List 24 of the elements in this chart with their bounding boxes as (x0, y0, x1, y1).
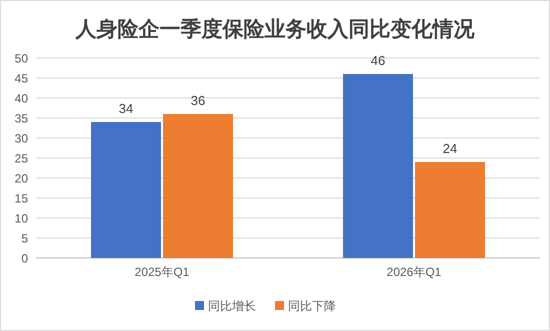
y-tick-label: 30 (14, 132, 28, 146)
y-tick-label: 45 (14, 72, 28, 86)
bar (163, 114, 233, 258)
data-label: 46 (370, 53, 386, 68)
chart-title: 人身险企一季度保险业务收入同比变化情况 (74, 17, 476, 41)
bar (343, 74, 413, 258)
legend-label: 同比增长 (208, 299, 256, 313)
bar (91, 122, 161, 258)
y-tick-label: 0 (21, 252, 28, 266)
y-tick-label: 20 (14, 172, 28, 186)
legend-label: 同比下降 (288, 299, 336, 313)
y-tick-label: 5 (21, 232, 28, 246)
y-tick-label: 50 (14, 52, 28, 66)
bar (415, 162, 485, 258)
y-tick-label: 35 (14, 112, 28, 126)
y-tick-label: 10 (14, 212, 28, 226)
data-label: 24 (442, 141, 458, 156)
data-label: 34 (118, 101, 134, 116)
x-tick-label: 2025年Q1 (134, 265, 190, 279)
data-label: 36 (190, 93, 206, 108)
y-tick-label: 25 (14, 152, 28, 166)
y-tick-label: 40 (14, 92, 28, 106)
x-tick-label: 2026年Q1 (386, 265, 442, 279)
y-tick-label: 15 (14, 192, 28, 206)
